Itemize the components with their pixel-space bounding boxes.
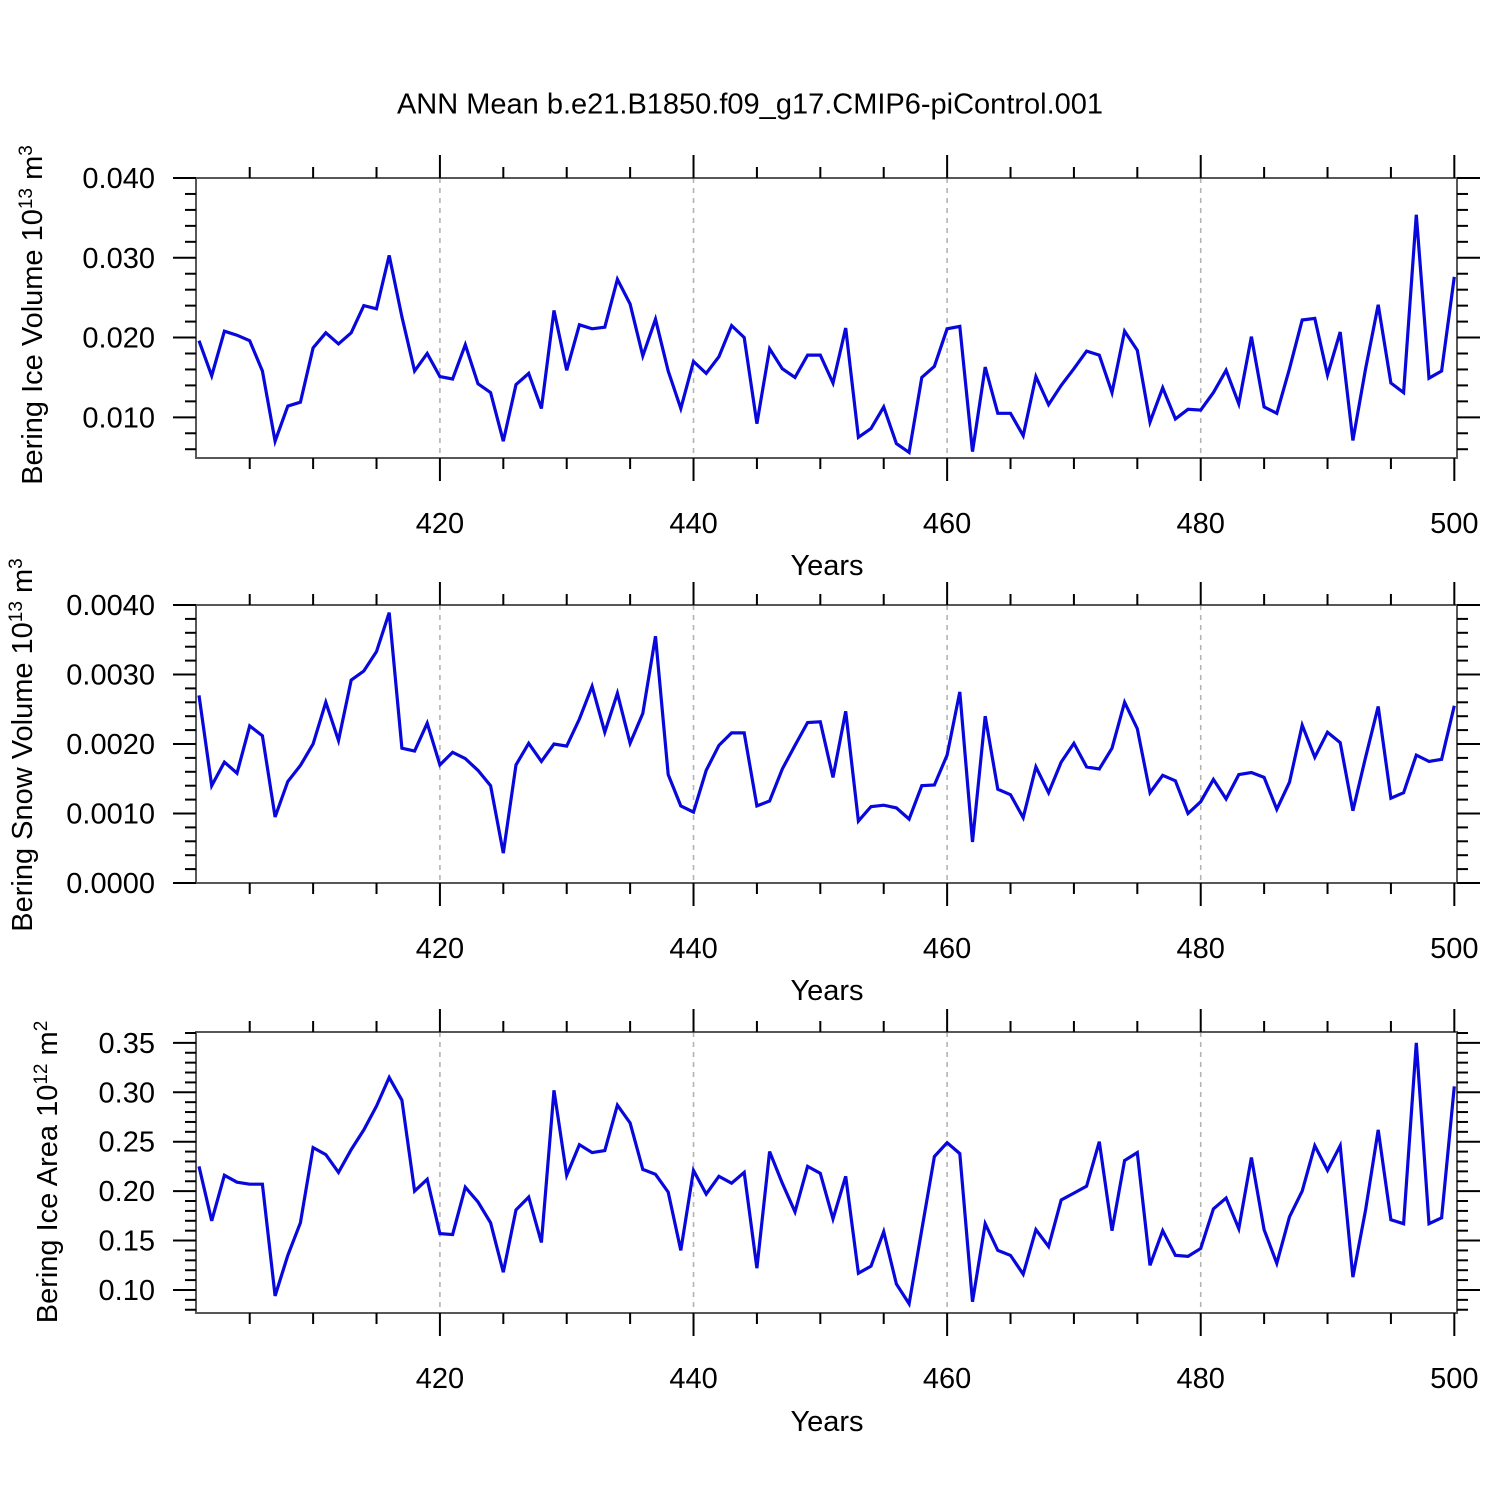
y-tick-label: 0.10: [99, 1275, 155, 1307]
y-tick-label: 0.20: [99, 1176, 155, 1208]
data-line-bering-ice-area: [197, 1042, 1456, 1309]
y-tick-label: 0.0010: [66, 799, 155, 831]
chart-title: ANN Mean b.e21.B1850.f09_g17.CMIP6-piCon…: [396, 88, 1104, 121]
x-tick-label: 460: [923, 933, 971, 965]
x-tick-label: 420: [416, 508, 464, 540]
x-axis-title-1: Years: [790, 550, 864, 582]
y-axis-title-unit: m: [7, 568, 39, 602]
x-tick-label: 480: [1177, 508, 1225, 540]
x-tick-label: 460: [923, 1363, 971, 1395]
y-axis-title-unit: m: [17, 155, 49, 188]
axes-frame: [195, 177, 1458, 459]
y-tick-label: 0.010: [82, 402, 155, 434]
x-tick-label: 500: [1430, 508, 1478, 540]
y-axis-title-text: Bering Snow Volume 10: [7, 622, 39, 932]
y-axis-title-text: Bering Ice Area 10: [32, 1084, 64, 1324]
y-axis-title-ice-area: Bering Ice Area 1012 m2: [31, 1021, 65, 1324]
y-axis-title-ice-volume: Bering Ice Volume 1013 m3: [16, 145, 50, 485]
y-tick-label: 0.0040: [66, 590, 155, 622]
y-tick-label: 0.0000: [66, 868, 155, 900]
y-tick-label: 0.35: [99, 1028, 155, 1060]
y-tick-label: 0.040: [82, 163, 155, 195]
y-tick-label: 0.020: [82, 323, 155, 355]
y-tick-label: 0.0030: [66, 660, 155, 692]
y-tick-label: 0.030: [82, 243, 155, 275]
x-tick-label: 460: [923, 508, 971, 540]
y-axis-title-exponent: 13: [6, 601, 27, 623]
x-tick-label: 440: [669, 1363, 717, 1395]
axes-frame: [195, 1031, 1458, 1314]
y-tick-label: 0.0020: [66, 729, 155, 761]
y-axis-title-unit-exponent: 3: [6, 558, 27, 569]
x-tick-label: 420: [416, 1363, 464, 1395]
y-axis-title-exponent: 13: [16, 187, 37, 210]
x-tick-label: 440: [669, 933, 717, 965]
y-axis-title-text: Bering Ice Volume 10: [17, 209, 49, 485]
y-axis-title-unit-exponent: 2: [31, 1020, 52, 1032]
x-tick-label: 420: [416, 933, 464, 965]
x-tick-label: 480: [1177, 933, 1225, 965]
y-axis-title-unit-exponent: 3: [16, 145, 37, 156]
x-axis-title-2: Years: [790, 975, 864, 1007]
y-tick-label: 0.25: [99, 1127, 155, 1159]
x-tick-label: 500: [1430, 933, 1478, 965]
y-tick-label: 0.30: [99, 1077, 155, 1109]
data-line-bering-ice-volume: [197, 214, 1456, 456]
data-line-bering-snow-volume: [197, 612, 1456, 854]
x-tick-label: 440: [669, 508, 717, 540]
x-axis-title-3: Years: [790, 1406, 864, 1438]
y-axis-title-exponent: 12: [31, 1063, 52, 1085]
y-axis-title-unit: m: [32, 1031, 64, 1064]
y-tick-label: 0.15: [99, 1226, 155, 1258]
x-tick-label: 500: [1430, 1363, 1478, 1395]
x-tick-label: 480: [1177, 1363, 1225, 1395]
y-axis-title-snow-volume: Bering Snow Volume 1013 m3: [6, 558, 40, 931]
